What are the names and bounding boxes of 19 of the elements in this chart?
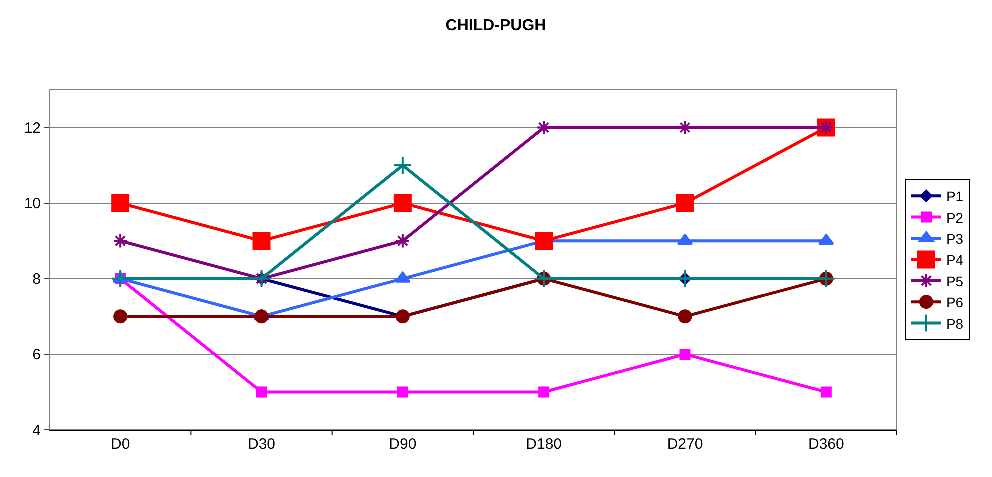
legend-label: P5 [946, 273, 964, 290]
y-tick-label: 4 [32, 422, 41, 440]
y-tick-label: 8 [32, 271, 41, 288]
chart-title: CHILD-PUGH [446, 17, 546, 34]
x-tick-label: D360 [808, 436, 844, 453]
y-tick-label: 6 [32, 346, 41, 364]
legend-label: P3 [946, 230, 964, 247]
x-tick-label: D0 [110, 436, 130, 453]
legend-label: P6 [946, 294, 964, 311]
x-tick-label: D180 [526, 436, 562, 453]
y-tick-label: 10 [24, 196, 41, 213]
x-tick-label: D30 [248, 436, 276, 453]
y-tick-label: 12 [24, 120, 41, 138]
x-tick-label: D90 [389, 436, 417, 453]
legend-label: P4 [946, 252, 964, 268]
legend-label: P8 [946, 316, 964, 332]
legend-label: P1 [946, 188, 964, 205]
legend-label: P2 [946, 210, 964, 226]
x-tick-label: D270 [667, 436, 704, 453]
